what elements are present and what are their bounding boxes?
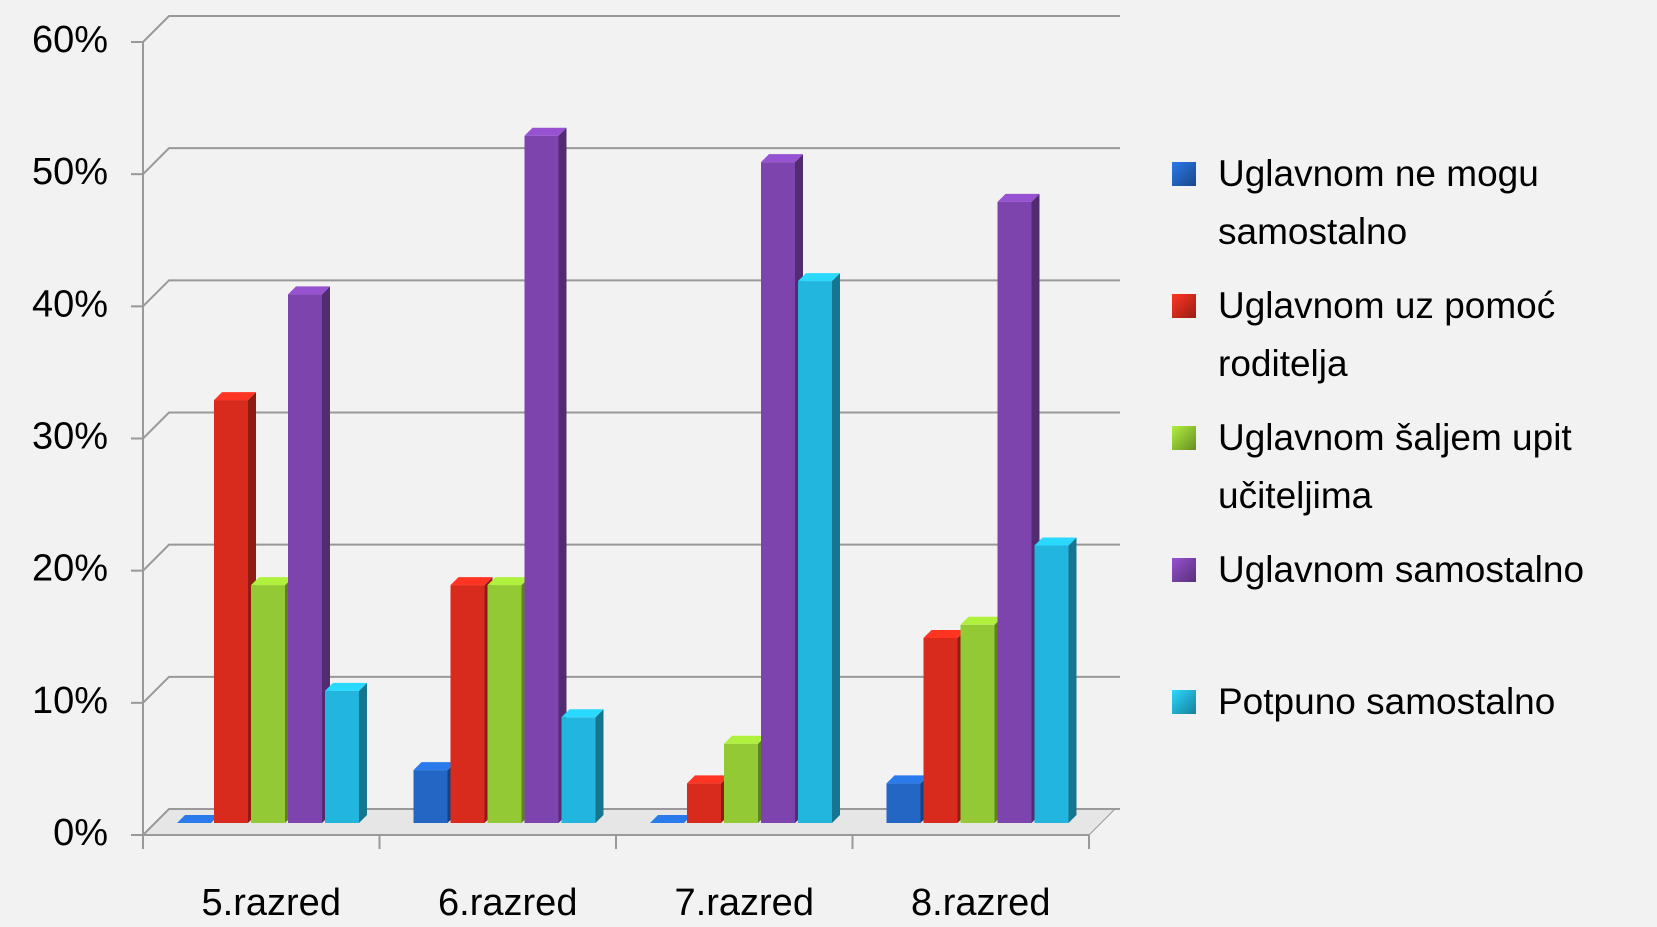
- bar: [214, 392, 256, 823]
- bar-front: [487, 585, 522, 823]
- bar: [487, 577, 530, 823]
- y-tick-label: 40%: [32, 283, 108, 325]
- bar-top: [650, 815, 692, 823]
- bar: [997, 193, 1040, 824]
- bar-top: [561, 709, 604, 718]
- x-tick-label: 5.razred: [202, 882, 341, 924]
- bar-front: [997, 201, 1032, 824]
- bar-front: [923, 637, 958, 823]
- bar: [886, 775, 929, 823]
- legend-swatch: [1172, 690, 1196, 714]
- bar-front: [561, 717, 596, 823]
- bar-top: [687, 775, 729, 784]
- legend-swatch: [1172, 294, 1196, 318]
- bar: [524, 127, 567, 823]
- bar-top: [960, 616, 1003, 625]
- bar-top: [798, 273, 840, 282]
- bar-front: [325, 690, 359, 823]
- bar-top: [288, 286, 330, 295]
- bar-front: [1034, 545, 1069, 823]
- bar: [687, 775, 729, 823]
- bar: [325, 682, 367, 823]
- legend-item: Uglavnom uz pomoć roditelja: [1172, 277, 1612, 409]
- y-tick-label: 10%: [32, 680, 108, 722]
- legend-item: Uglavnom ne mogu samostalno: [1172, 145, 1612, 277]
- y-tick-label: 0%: [53, 812, 108, 854]
- legend-label: Uglavnom šaljem upit učiteljima: [1218, 417, 1572, 516]
- bar-top: [724, 735, 766, 744]
- bar-side: [832, 273, 840, 823]
- bar-top: [997, 193, 1040, 202]
- legend: Uglavnom ne mogu samostalno Uglavnom uz p…: [1172, 145, 1612, 805]
- bar-top: [325, 682, 367, 691]
- bar-front: [960, 624, 995, 823]
- bar: [561, 709, 604, 823]
- x-tick-label: 7.razred: [675, 882, 814, 924]
- bar-front: [524, 135, 559, 823]
- grid-line: [142, 147, 1120, 175]
- legend-label: Uglavnom ne mogu samostalno: [1218, 153, 1539, 252]
- y-tick-label: 20%: [32, 548, 108, 590]
- bar: [761, 154, 803, 823]
- legend-label: Potpuno samostalno: [1218, 681, 1556, 722]
- bar-front: [413, 770, 448, 823]
- y-tick-label: 50%: [32, 151, 108, 193]
- bar: [288, 286, 330, 823]
- bar-top: [450, 577, 493, 586]
- bar: [450, 577, 493, 823]
- legend-item: Uglavnom samostalno: [1172, 541, 1612, 673]
- bar: [960, 616, 1003, 823]
- x-tick-label: 6.razred: [438, 882, 577, 924]
- legend-item: Uglavnom šaljem upit učiteljima: [1172, 409, 1612, 541]
- bar-front: [214, 400, 248, 823]
- legend-swatch: [1172, 558, 1196, 582]
- legend-label: Uglavnom samostalno: [1218, 549, 1585, 590]
- bar-top: [214, 392, 256, 401]
- bar-top: [886, 775, 929, 784]
- bar-top: [251, 577, 293, 586]
- bar-front: [724, 743, 758, 823]
- bar-top: [177, 815, 219, 823]
- bar: [251, 577, 293, 823]
- grid-line: [142, 15, 1120, 43]
- bar-side: [359, 682, 367, 823]
- bar-side: [558, 127, 567, 823]
- bar-top: [487, 577, 530, 586]
- bar-front: [687, 783, 721, 823]
- bar-top: [1034, 537, 1077, 546]
- bar-side: [595, 709, 604, 823]
- bar-top: [524, 127, 567, 136]
- legend-swatch: [1172, 426, 1196, 450]
- bar: [798, 273, 840, 823]
- legend-swatch: [1172, 162, 1196, 186]
- bar-front: [798, 281, 832, 823]
- y-tick-label: 60%: [32, 19, 108, 61]
- bar: [413, 762, 456, 823]
- bar-side: [1068, 537, 1077, 823]
- bar-top: [923, 629, 966, 638]
- bar-top: [761, 154, 803, 163]
- bar-front: [288, 294, 322, 823]
- legend-label: Uglavnom uz pomoć roditelja: [1218, 285, 1556, 384]
- legend-item: Potpuno samostalno: [1172, 673, 1612, 805]
- bar-front: [761, 162, 795, 823]
- bar: [1034, 537, 1077, 823]
- bar-top: [413, 762, 456, 771]
- bar: [724, 735, 766, 823]
- bar: [923, 629, 966, 823]
- y-tick-label: 30%: [32, 416, 108, 458]
- bar: [177, 815, 219, 823]
- bar-front: [450, 585, 485, 823]
- bar-front: [251, 585, 285, 823]
- bar: [650, 815, 692, 823]
- x-tick-label: 8.razred: [911, 882, 1050, 924]
- bar-front: [886, 783, 921, 823]
